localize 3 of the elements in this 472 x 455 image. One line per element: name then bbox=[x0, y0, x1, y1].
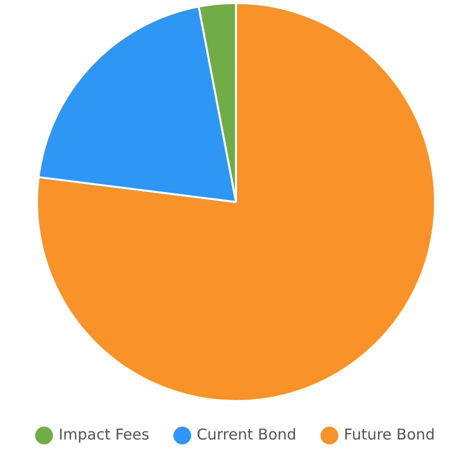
legend-label: Current Bond bbox=[196, 425, 296, 444]
legend-label: Impact Fees bbox=[58, 425, 150, 444]
legend-label: Future Bond bbox=[344, 425, 435, 444]
